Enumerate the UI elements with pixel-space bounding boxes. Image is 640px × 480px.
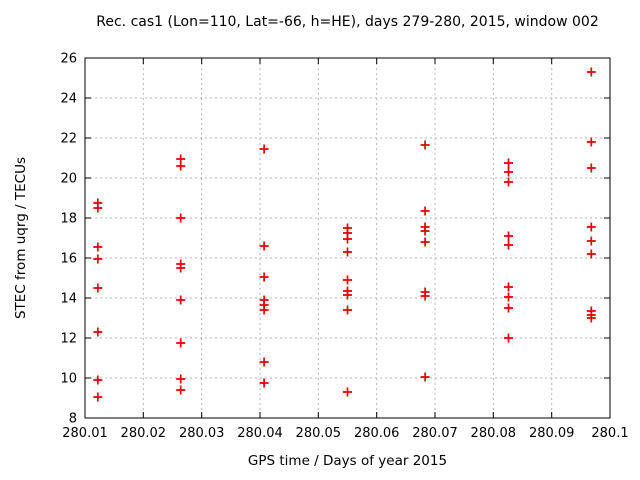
x-tick-label: 280.05 — [296, 426, 342, 441]
data-point — [586, 249, 596, 259]
data-point — [93, 392, 103, 402]
data-point — [586, 67, 596, 77]
data-point — [176, 385, 186, 395]
data-point — [504, 282, 513, 292]
data-point — [504, 231, 513, 241]
data-point — [504, 158, 513, 168]
data-point — [93, 327, 103, 337]
plot-frame — [84, 57, 611, 419]
data-point — [259, 357, 269, 367]
data-point — [93, 375, 103, 385]
data-point — [259, 144, 269, 154]
data-point — [586, 137, 596, 147]
data-point — [504, 177, 513, 187]
y-tick-label: 10 — [60, 372, 77, 387]
data-point — [343, 234, 352, 244]
data-point — [93, 242, 103, 252]
x-tick-label: 280.02 — [121, 426, 167, 441]
data-point — [176, 374, 186, 384]
data-point — [93, 254, 103, 264]
data-point — [176, 338, 186, 348]
data-point — [420, 226, 430, 236]
y-tick-label: 26 — [60, 52, 77, 67]
x-tick-label: 280.1 — [591, 426, 628, 441]
data-point — [420, 372, 430, 382]
x-tick-label: 280.09 — [529, 426, 575, 441]
data-point — [176, 295, 186, 305]
data-point — [504, 333, 513, 343]
x-tick-label: 280.01 — [62, 426, 108, 441]
data-point — [504, 303, 513, 313]
y-tick-label: 22 — [60, 132, 77, 147]
x-tick-label: 280.07 — [412, 426, 458, 441]
data-point — [586, 222, 596, 232]
data-point — [343, 290, 352, 300]
data-point — [586, 236, 596, 246]
data-point — [259, 272, 269, 282]
y-tick-label: 16 — [60, 252, 77, 267]
data-point — [93, 203, 103, 213]
data-point — [259, 305, 269, 315]
data-point — [176, 213, 186, 223]
data-point — [586, 163, 596, 173]
data-point — [176, 263, 186, 273]
data-point — [343, 387, 352, 397]
y-tick-label: 18 — [60, 212, 77, 227]
x-tick-label: 280.08 — [471, 426, 517, 441]
data-point — [420, 237, 430, 247]
data-point — [504, 240, 513, 250]
y-tick-label: 20 — [60, 172, 77, 187]
data-point — [586, 313, 596, 323]
data-point — [259, 241, 269, 251]
chart-title: Rec. cas1 (Lon=110, Lat=-66, h=HE), days… — [96, 14, 599, 30]
data-point — [504, 292, 513, 302]
data-point — [420, 291, 430, 301]
data-point — [504, 167, 513, 177]
x-tick-label: 280.04 — [237, 426, 283, 441]
y-tick-label: 8 — [69, 412, 77, 427]
x-tick-label: 280.03 — [179, 426, 225, 441]
data-point — [343, 305, 352, 315]
data-point — [343, 275, 352, 285]
y-tick-label: 24 — [60, 92, 77, 107]
data-point — [176, 161, 186, 171]
data-point — [343, 247, 352, 257]
x-tick-label: 280.06 — [354, 426, 400, 441]
y-tick-label: 14 — [60, 292, 77, 307]
x-axis-title: GPS time / Days of year 2015 — [247, 453, 448, 469]
data-point — [420, 140, 430, 150]
data-point — [93, 283, 103, 293]
y-tick-label: 12 — [60, 332, 77, 347]
data-point — [259, 378, 269, 388]
data-point — [420, 206, 430, 216]
